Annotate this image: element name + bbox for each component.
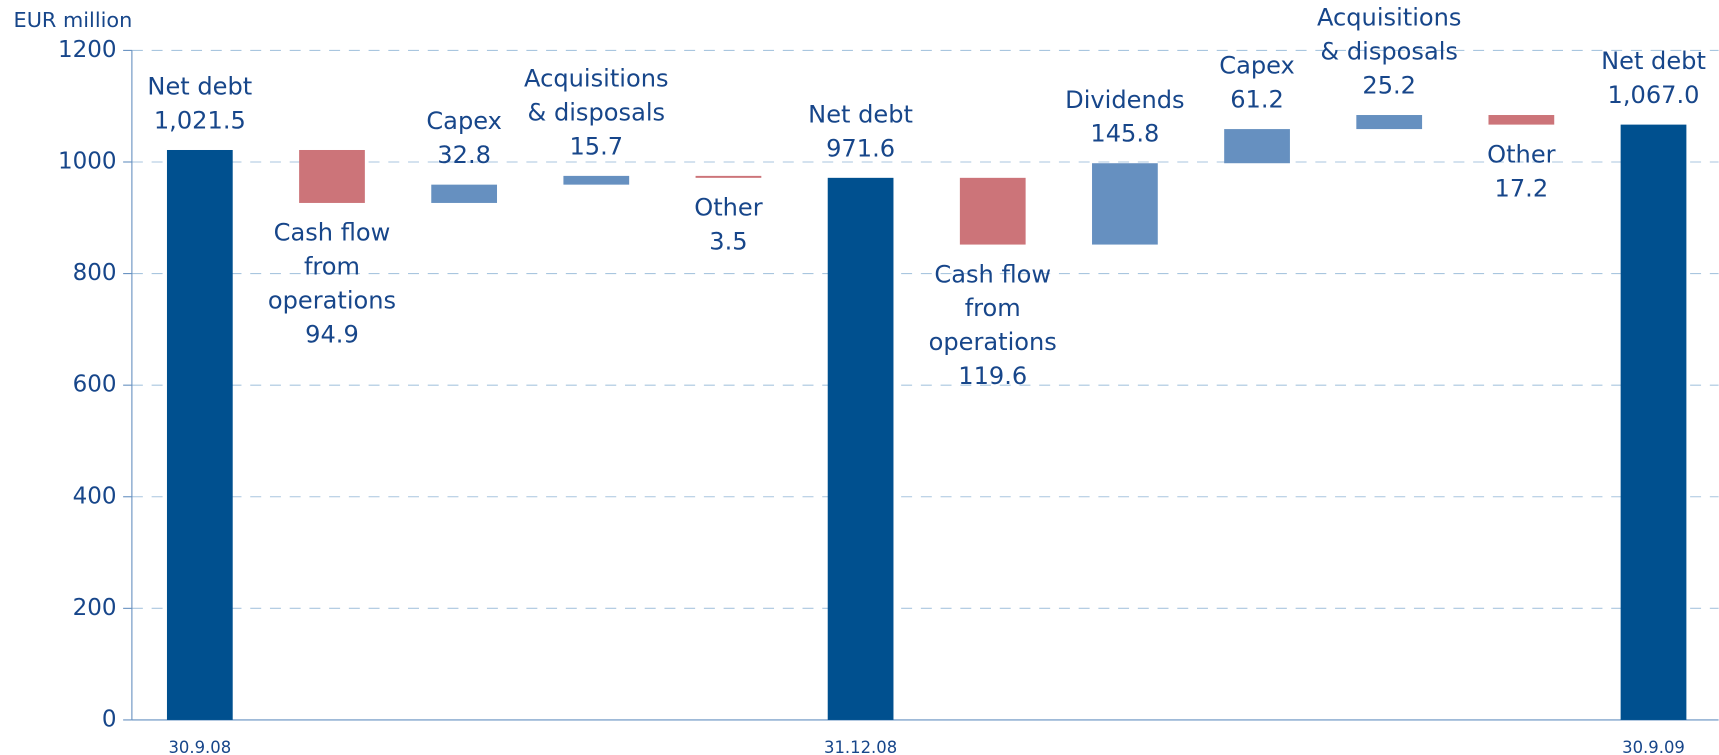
data-label: 1,067.0 [1608, 81, 1700, 109]
bar [166, 149, 233, 720]
bar-name: operations [929, 328, 1057, 356]
y-tick-label: 0 [102, 706, 117, 732]
x-tick-label: 30.9.08 [168, 738, 231, 755]
bar-name: operations [268, 287, 396, 315]
bar-name: Dividends [1065, 86, 1184, 114]
bar-name: Other [694, 194, 763, 222]
x-tick-label: 30.9.09 [1622, 738, 1685, 755]
y-tick-label: 800 [73, 260, 117, 286]
bar-name: from [965, 294, 1021, 322]
y-tick-label: 1200 [58, 37, 117, 63]
data-label: 119.6 [958, 362, 1027, 390]
bar [563, 175, 630, 185]
data-label: 61.2 [1230, 86, 1284, 114]
x-tick-label: 31.12.08 [824, 738, 897, 755]
bar [695, 175, 762, 178]
bar [827, 177, 894, 720]
data-label: 971.6 [826, 134, 895, 162]
bar-name: & disposals [1320, 38, 1458, 66]
bar [1620, 124, 1687, 720]
data-label: 32.8 [437, 141, 491, 169]
bar [1356, 115, 1423, 130]
bar-name: Cash flow [274, 219, 391, 247]
bar-name: Acquisitions [524, 64, 669, 92]
y-tick-label: 200 [73, 595, 117, 621]
data-label: 17.2 [1495, 174, 1549, 202]
data-label: 25.2 [1362, 72, 1416, 100]
bar-name: Net debt [147, 73, 252, 101]
data-label: 94.9 [305, 321, 359, 349]
y-tick-label: 600 [73, 372, 117, 398]
bar-name: from [304, 253, 360, 281]
bar [1092, 163, 1158, 245]
data-label: 15.7 [569, 132, 623, 160]
bar-name: Net debt [1601, 47, 1706, 75]
y-tick-label: 1000 [58, 148, 117, 174]
bar [959, 177, 1026, 245]
bar [1224, 129, 1290, 164]
bar-name: Other [1487, 140, 1556, 168]
bar-name: Capex [426, 107, 502, 135]
bar-name: Acquisitions [1317, 4, 1462, 32]
data-label: 145.8 [1090, 120, 1159, 148]
data-label: 3.5 [709, 227, 747, 255]
bar-name: Capex [1219, 52, 1295, 80]
bar-name: Net debt [808, 100, 913, 128]
bar [431, 184, 498, 203]
y-axis-label: EUR million [14, 8, 133, 32]
bar-name: Cash flow [934, 260, 1051, 288]
data-label: 1,021.5 [154, 107, 246, 135]
bar [299, 149, 365, 203]
bar [1488, 115, 1555, 125]
y-tick-label: 400 [73, 483, 117, 509]
bar-name: & disposals [527, 98, 665, 126]
